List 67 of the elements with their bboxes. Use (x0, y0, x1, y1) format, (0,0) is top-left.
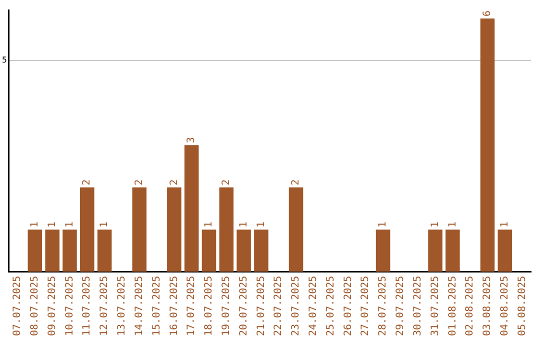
x-tick-label: 01.08.2025 (447, 276, 458, 336)
bar (376, 230, 390, 272)
bar (97, 230, 112, 272)
data-label: 1 (430, 222, 441, 228)
x-tick-label: 18.07.2025 (204, 276, 215, 336)
bar (219, 187, 234, 272)
x-tick-label: 04.08.2025 (499, 276, 510, 336)
x-tick-label: 13.07.2025 (116, 276, 128, 336)
data-label: 1 (204, 222, 215, 228)
x-tick-label: 31.07.2025 (430, 276, 441, 336)
x-tick-label: 03.08.2025 (482, 276, 494, 336)
x-tick-label: 11.07.2025 (82, 276, 93, 336)
data-label: 2 (220, 179, 232, 186)
x-tick-label: 10.07.2025 (64, 276, 76, 336)
x-tick-label: 12.07.2025 (99, 276, 110, 336)
x-tick-label: 02.08.2025 (464, 276, 476, 336)
x-tick-label: 22.07.2025 (273, 276, 284, 336)
x-tick-label: 08.07.2025 (30, 276, 41, 336)
data-label: 1 (46, 222, 58, 228)
bar (28, 230, 42, 272)
x-tick-label: 07.07.2025 (12, 276, 24, 336)
x-tick-label: 21.07.2025 (256, 276, 267, 336)
data-label: 2 (134, 179, 145, 186)
x-tick-label: 26.07.2025 (342, 276, 354, 336)
x-tick-label: 24.07.2025 (308, 276, 320, 336)
x-tick-label: 27.07.2025 (360, 276, 372, 336)
data-label: 1 (30, 222, 41, 228)
bar (62, 230, 77, 272)
bar (288, 187, 304, 272)
x-tick-label: 05.08.2025 (516, 276, 528, 336)
data-label: 2 (168, 179, 180, 186)
bar (132, 187, 146, 272)
y-tick-label: 5 (2, 56, 7, 65)
data-label: 1 (447, 222, 458, 228)
x-tick-label: 16.07.2025 (168, 276, 180, 336)
x-tick-label: 15.07.2025 (151, 276, 162, 336)
bar (254, 230, 268, 272)
data-label: 1 (64, 222, 76, 228)
x-tick-label: 14.07.2025 (134, 276, 145, 336)
x-tick-label: 17.07.2025 (186, 276, 198, 336)
x-tick-label: 25.07.2025 (325, 276, 336, 336)
bar (80, 187, 94, 272)
bar (446, 230, 460, 272)
x-tick-label: 20.07.2025 (238, 276, 250, 336)
x-tick-label: 29.07.2025 (395, 276, 406, 336)
bar (498, 230, 512, 272)
data-label: 2 (290, 179, 302, 186)
x-tick-label: 23.07.2025 (290, 276, 302, 336)
bar (184, 145, 199, 272)
bar (202, 230, 216, 272)
bar (480, 18, 495, 272)
bar (167, 187, 182, 272)
x-tick-label: 19.07.2025 (220, 276, 232, 336)
data-label: 6 (482, 10, 494, 16)
data-label: 1 (256, 222, 267, 228)
data-label: 2 (82, 179, 93, 186)
bar (236, 230, 251, 272)
data-label: 1 (238, 222, 250, 228)
data-label: 1 (378, 222, 389, 228)
bar (428, 230, 442, 272)
data-label: 1 (99, 222, 110, 228)
data-label: 3 (186, 137, 198, 144)
x-tick-label: 30.07.2025 (412, 276, 424, 336)
data-label: 1 (499, 222, 510, 228)
x-tick-label: 28.07.2025 (378, 276, 389, 336)
bar (45, 230, 60, 272)
x-tick-label: 09.07.2025 (46, 276, 58, 336)
